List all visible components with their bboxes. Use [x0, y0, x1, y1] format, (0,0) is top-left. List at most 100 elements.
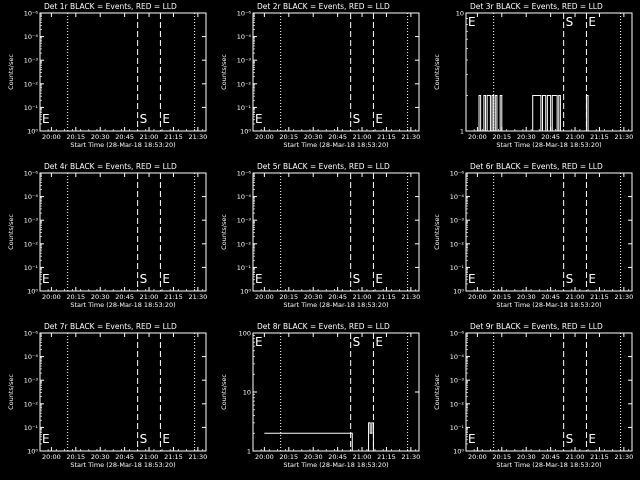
panel-9: Det 9r BLACK = Events, RED = LLD 10⁻⁶ 10⁻⁴…: [433, 322, 633, 469]
y-axis-label: Counts/sec: [220, 214, 228, 250]
y-axis-label: Counts/sec: [433, 374, 441, 410]
event-label: S: [353, 335, 361, 349]
y-tick-label: 10⁰: [27, 128, 38, 136]
x-tick-label: 20:30: [304, 453, 323, 461]
x-axis-label: Start Time (28-Mar-18 18:53:20): [283, 141, 388, 149]
y-tick-label: 10⁻¹: [24, 264, 39, 272]
panel-8: Det 8r BLACK = Events, RED = LLD 100 10 1 Co…: [220, 322, 420, 469]
y-tick-label: 1: [460, 128, 464, 136]
y-tick-label: 10⁻²: [450, 240, 465, 248]
y-tick-label: 10⁻²: [24, 240, 39, 248]
y-tick-label: 10⁻⁶: [24, 330, 39, 338]
y-tick-label: 10⁰: [27, 448, 38, 456]
x-tick-label: 21:15: [377, 453, 396, 461]
y-tick-label: 10⁰: [240, 128, 251, 136]
x-tick-label: 20:15: [66, 133, 85, 141]
panel-title: Det 5r BLACK = Events, RED = LLD: [257, 162, 390, 171]
y-tick-label: 10⁻⁴: [24, 193, 39, 201]
panel-title: Det 4r BLACK = Events, RED = LLD: [44, 162, 177, 171]
y-tick-label: 10⁻⁶: [450, 330, 465, 338]
y-tick-label: 10⁻⁶: [24, 10, 39, 18]
x-axis-label: Start Time (28-Mar-18 18:53:20): [496, 301, 601, 309]
plot-frame: [252, 12, 420, 132]
y-tick-label: 10⁻³: [450, 217, 465, 225]
panel-4: Det 4r BLACK = Events, RED = LLD 10⁻⁶ 10⁻⁴…: [7, 162, 207, 309]
y-tick-label: 10⁻³: [450, 377, 465, 385]
panel-5: Det 5r BLACK = Events, RED = LLD 10⁻⁶ 10⁻⁴…: [220, 162, 420, 309]
y-tick-label: 100: [239, 330, 251, 338]
event-label: E: [42, 272, 50, 286]
panel-title: Det 8r BLACK = Events, RED = LLD: [257, 322, 390, 331]
panel-7: Det 7r BLACK = Events, RED = LLD 10⁻⁶ 10⁻⁴…: [7, 322, 207, 469]
y-tick-label: 10⁻⁶: [237, 10, 252, 18]
y-tick-label: 10⁻²: [237, 80, 252, 88]
y-axis-label: Counts/sec: [433, 214, 441, 250]
y-tick-label: 10⁻¹: [24, 104, 39, 112]
plot-frame: [39, 172, 207, 292]
y-tick-label: 10⁻¹: [237, 104, 252, 112]
event-label: E: [468, 272, 476, 286]
x-tick-label: 21:15: [377, 133, 396, 141]
x-tick-label: 21:00: [140, 453, 159, 461]
x-tick-label: 21:15: [590, 133, 609, 141]
panel-title: Det 1r BLACK = Events, RED = LLD: [44, 2, 177, 11]
y-tick-label: 10⁻⁶: [450, 170, 465, 178]
panel-title: Det 2r BLACK = Events, RED = LLD: [257, 2, 390, 11]
y-tick-label: 10⁻⁴: [24, 353, 39, 361]
y-tick-label: 10⁻³: [237, 217, 252, 225]
panel-title: Det 6r BLACK = Events, RED = LLD: [470, 162, 603, 171]
event-label: E: [255, 335, 263, 349]
x-tick-label: 20:00: [42, 453, 61, 461]
x-tick-label: 20:30: [517, 453, 536, 461]
x-axis-label: Start Time (28-Mar-18 18:53:20): [70, 141, 175, 149]
event-label: E: [588, 272, 596, 286]
x-axis-label: Start Time (28-Mar-18 18:53:20): [496, 461, 601, 469]
x-tick-label: 20:45: [115, 293, 134, 301]
x-tick-label: 20:30: [304, 293, 323, 301]
x-tick-label: 21:30: [401, 453, 420, 461]
x-tick-label: 20:30: [517, 133, 536, 141]
event-label: E: [42, 112, 50, 126]
x-tick-label: 21:30: [188, 133, 207, 141]
event-label: E: [468, 15, 476, 29]
x-tick-label: 20:45: [115, 453, 134, 461]
y-tick-label: 10: [243, 389, 251, 397]
event-label: S: [566, 432, 574, 446]
y-tick-label: 10⁻⁴: [237, 33, 252, 41]
y-axis-label: Counts/sec: [7, 374, 15, 410]
event-label: E: [468, 432, 476, 446]
y-tick-label: 10⁻⁶: [237, 170, 252, 178]
event-label: E: [162, 432, 170, 446]
x-tick-label: 20:00: [468, 133, 487, 141]
y-tick-label: 10⁻⁶: [24, 170, 39, 178]
x-axis-label: Start Time (28-Mar-18 18:53:20): [70, 301, 175, 309]
event-label: E: [255, 112, 263, 126]
y-tick-label: 10⁻³: [24, 217, 39, 225]
x-tick-label: 21:15: [590, 293, 609, 301]
x-tick-label: 20:45: [541, 293, 560, 301]
y-axis-label: Counts/sec: [7, 214, 15, 250]
x-tick-label: 21:30: [614, 133, 633, 141]
x-tick-label: 20:15: [492, 133, 511, 141]
x-tick-label: 21:00: [566, 293, 585, 301]
event-label: S: [566, 272, 574, 286]
plot-frame: [465, 12, 633, 132]
y-tick-label: 10⁻¹: [450, 424, 465, 432]
x-tick-label: 21:00: [140, 293, 159, 301]
event-label: E: [162, 272, 170, 286]
x-tick-label: 20:00: [42, 293, 61, 301]
event-label: E: [375, 112, 383, 126]
event-label: E: [588, 432, 596, 446]
x-tick-label: 21:00: [566, 133, 585, 141]
x-tick-label: 21:00: [566, 453, 585, 461]
y-tick-label: 1: [247, 448, 251, 456]
plot-frame: [252, 172, 420, 292]
x-tick-label: 20:15: [279, 453, 298, 461]
y-tick-label: 10⁻²: [24, 80, 39, 88]
x-tick-label: 20:45: [328, 453, 347, 461]
y-tick-label: 10⁻³: [24, 57, 39, 65]
event-label: E: [255, 272, 263, 286]
y-tick-label: 10⁻³: [237, 57, 252, 65]
y-tick-label: 10⁻²: [450, 400, 465, 408]
x-tick-label: 20:15: [279, 133, 298, 141]
